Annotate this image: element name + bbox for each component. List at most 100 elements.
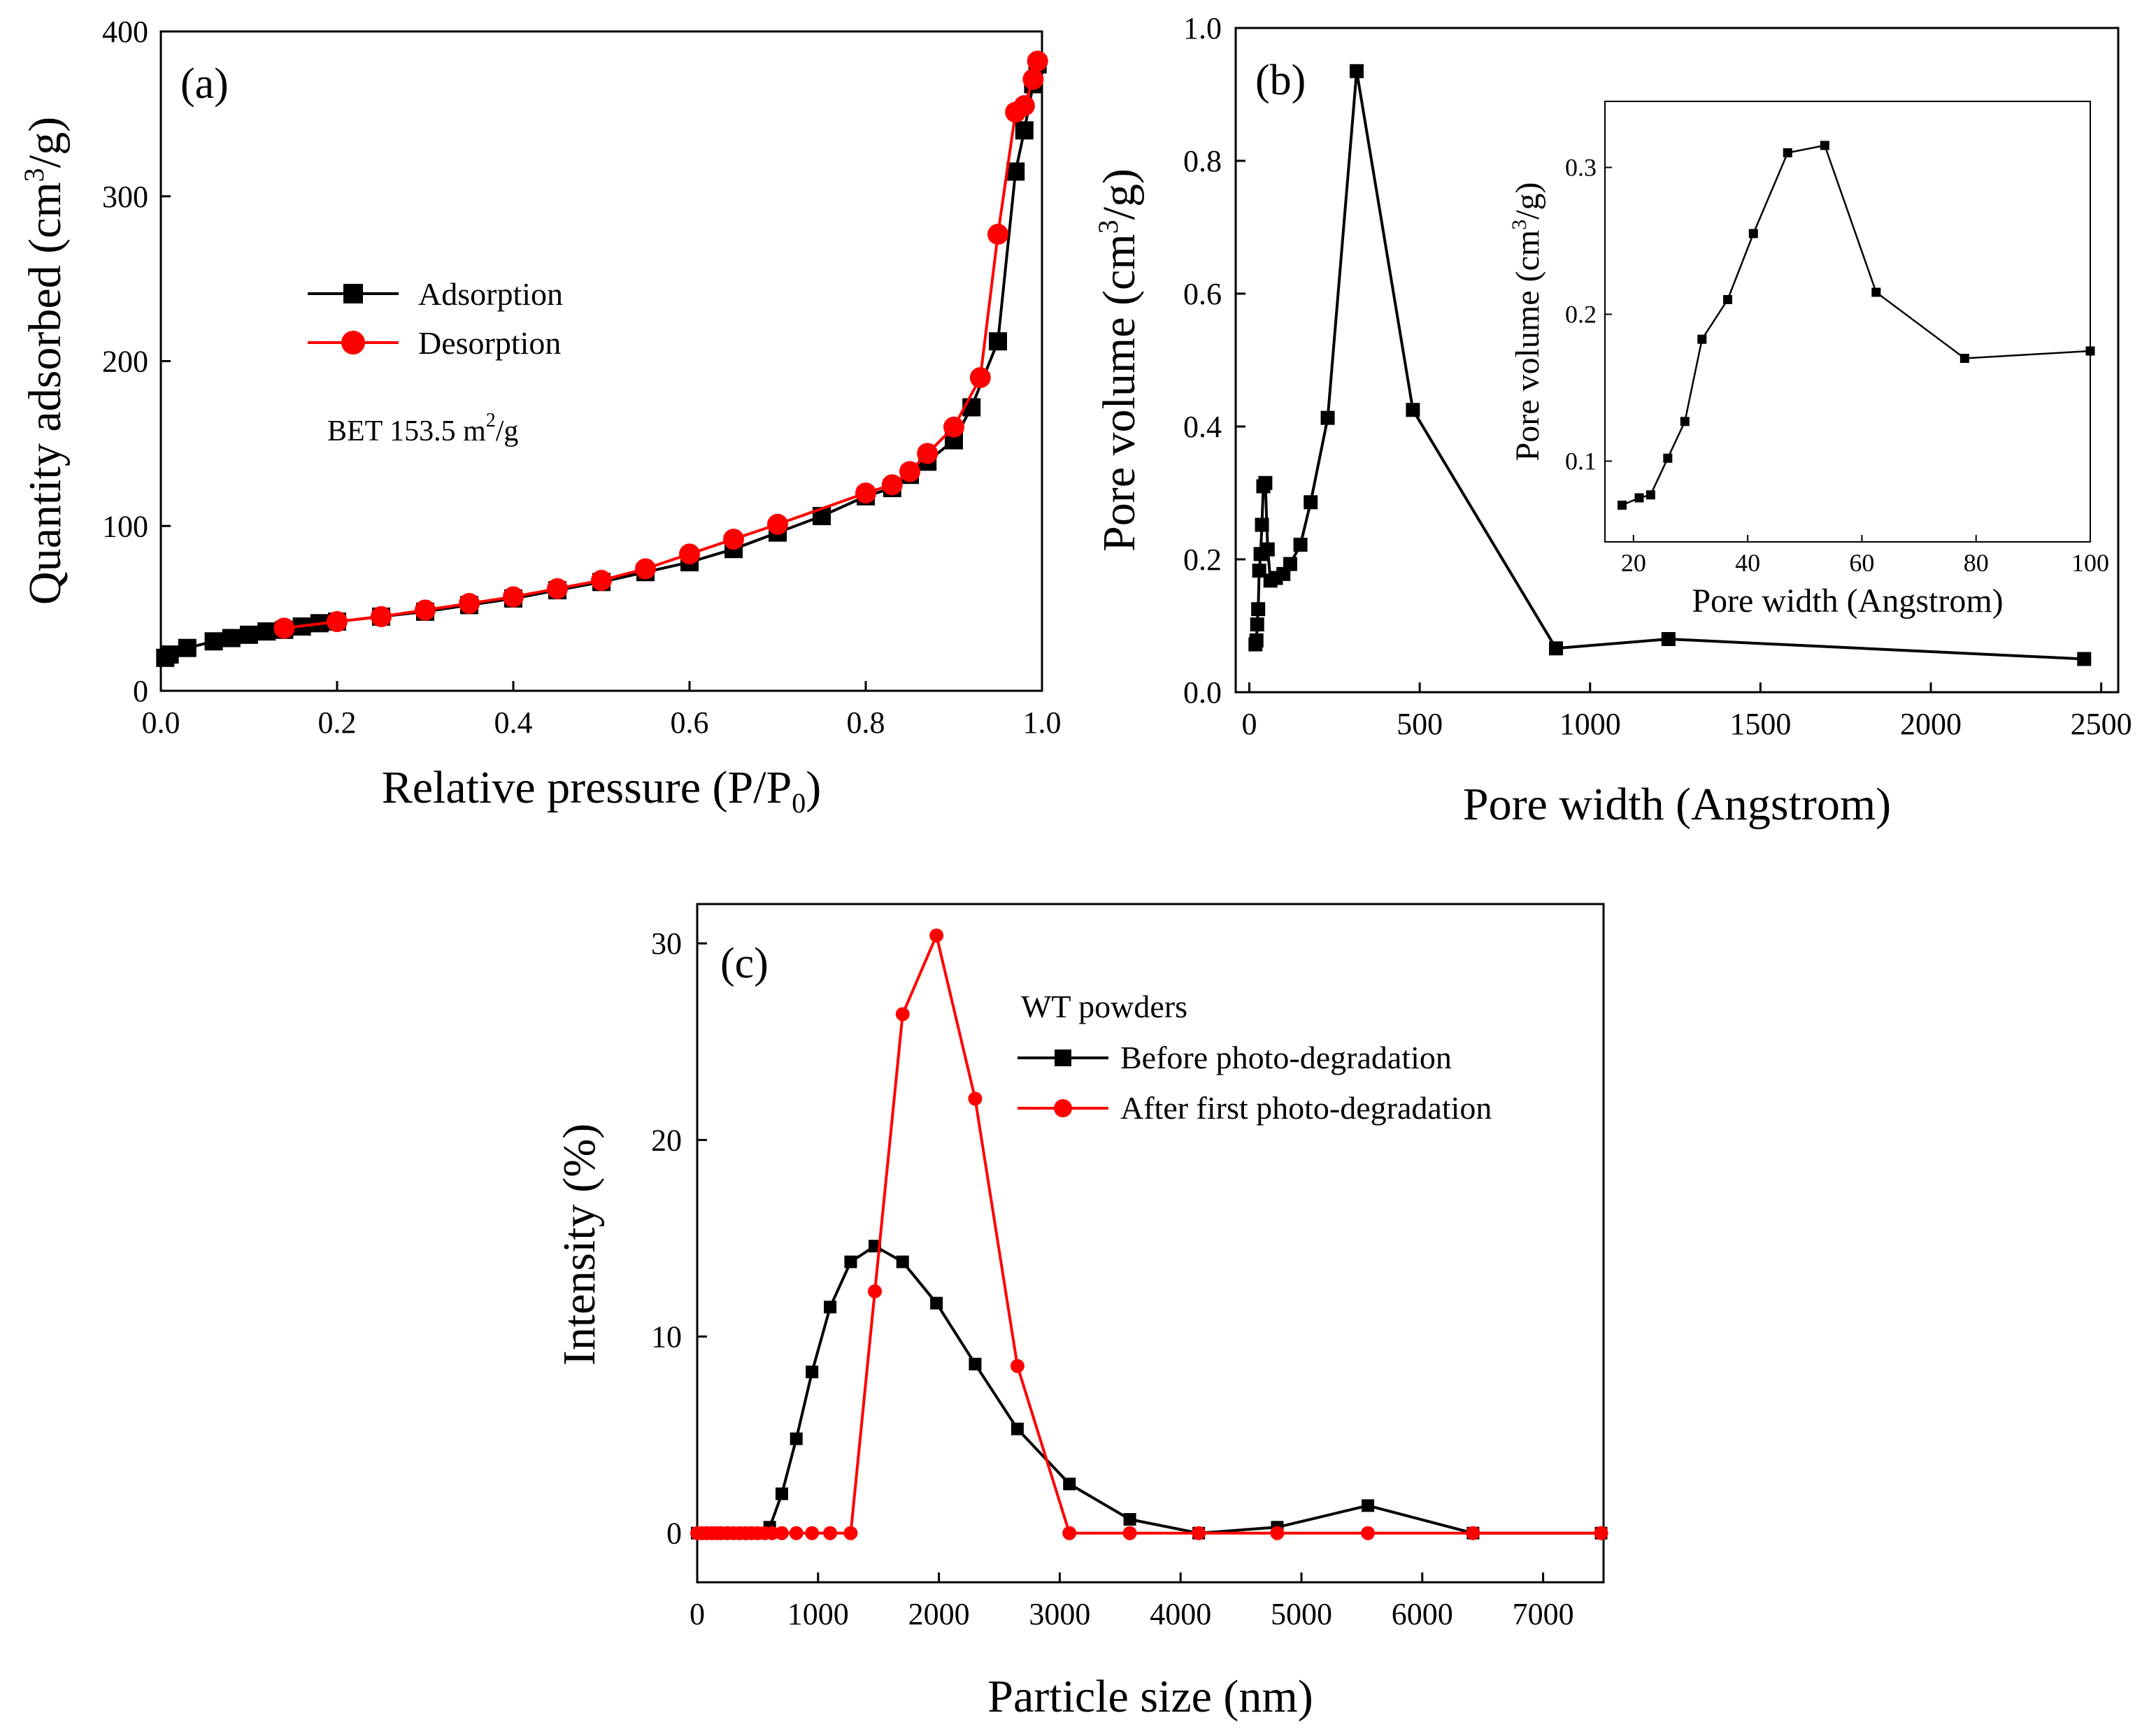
data-point bbox=[899, 461, 920, 482]
data-point bbox=[1361, 1526, 1376, 1540]
data-point bbox=[679, 543, 700, 565]
data-point bbox=[1362, 1499, 1375, 1512]
data-point bbox=[503, 586, 524, 608]
data-point bbox=[1645, 490, 1655, 500]
data-point bbox=[204, 632, 223, 651]
data-point bbox=[1320, 410, 1335, 425]
series-line bbox=[284, 60, 1039, 630]
data-point bbox=[1013, 95, 1035, 117]
data-point bbox=[635, 558, 656, 580]
y-tick-label: 300 bbox=[102, 180, 148, 214]
legend-adsorption-marker bbox=[343, 284, 363, 303]
data-point bbox=[895, 1007, 910, 1022]
panel-a-ylabel: Quantity adsorbed (cm3/g) bbox=[18, 117, 71, 605]
x-tick-label: 80 bbox=[1964, 549, 1989, 577]
data-point bbox=[929, 928, 944, 943]
inset-xlabel: Pore width (Angstrom) bbox=[1692, 582, 2003, 619]
legend-before-marker bbox=[1055, 1049, 1071, 1066]
x-tick-label: 0.8 bbox=[847, 705, 885, 740]
data-point bbox=[917, 443, 938, 464]
data-point bbox=[1006, 162, 1025, 181]
data-point bbox=[1871, 287, 1881, 297]
panel-a-ticks: 0.0 0.2 0.4 0.6 0.8 1.0 0 100 200 300 400 bbox=[102, 15, 1062, 740]
data-point bbox=[1959, 354, 1969, 363]
data-point bbox=[1270, 1526, 1285, 1540]
data-point bbox=[1022, 69, 1044, 90]
y-tick-label: 0.0 bbox=[1183, 675, 1222, 710]
data-point bbox=[1406, 403, 1420, 417]
data-point bbox=[591, 570, 612, 592]
data-point bbox=[257, 622, 276, 641]
x-tick-label: 500 bbox=[1397, 707, 1443, 741]
data-point bbox=[767, 513, 788, 535]
y-tick-label: 30 bbox=[651, 926, 682, 961]
x-tick-label: 0.6 bbox=[671, 705, 709, 740]
x-tick-label: 1000 bbox=[1559, 707, 1621, 741]
y-tick-label: 100 bbox=[102, 509, 148, 543]
data-point bbox=[968, 1091, 983, 1106]
data-point bbox=[459, 593, 480, 615]
data-point bbox=[1252, 564, 1266, 578]
inset-frame bbox=[1604, 101, 2091, 543]
data-point bbox=[805, 1526, 820, 1540]
data-point bbox=[1594, 1526, 1608, 1540]
panel-a-label: (a) bbox=[180, 60, 229, 108]
panel-c-ticks: 0 1000 2000 3000 4000 5000 6000 7000 0 10 20 30 bbox=[651, 926, 1574, 1631]
x-tick-label: 1500 bbox=[1729, 707, 1791, 741]
x-tick-label: 20 bbox=[1621, 549, 1646, 577]
data-point bbox=[1015, 121, 1034, 140]
data-point bbox=[881, 474, 903, 496]
data-point bbox=[160, 645, 179, 664]
data-point bbox=[547, 578, 568, 599]
y-tick-label: 0.1 bbox=[1565, 447, 1597, 475]
data-point bbox=[1258, 475, 1273, 490]
legend-after-marker bbox=[1054, 1099, 1072, 1117]
y-tick-label: 0.2 bbox=[1183, 543, 1222, 577]
legend-title: WT powders bbox=[1021, 989, 1187, 1024]
panel-c-frame bbox=[696, 903, 1605, 1584]
data-point bbox=[1617, 501, 1627, 510]
x-tick-label: 4000 bbox=[1150, 1597, 1211, 1631]
y-tick-label: 0.6 bbox=[1183, 277, 1222, 311]
data-point bbox=[855, 482, 876, 504]
panel-a-frame bbox=[159, 30, 1043, 692]
data-point bbox=[1661, 632, 1676, 646]
panel-c-legend: WT powders Before photo-degradation Afte… bbox=[1018, 989, 1492, 1126]
y-tick-label: 1.0 bbox=[1183, 11, 1222, 45]
series-line bbox=[697, 1244, 1601, 1535]
y-tick-label: 0.3 bbox=[1565, 154, 1597, 182]
data-point bbox=[1122, 1526, 1137, 1540]
data-point bbox=[1062, 1526, 1077, 1540]
x-tick-label: 0 bbox=[1241, 707, 1257, 741]
data-point bbox=[765, 1526, 780, 1540]
panel-b-label: (b) bbox=[1255, 57, 1306, 104]
data-point bbox=[1063, 1477, 1076, 1491]
inset-ticks: 20 40 60 80 100 0.1 0.2 0.3 bbox=[1565, 154, 2109, 578]
data-point bbox=[1663, 453, 1673, 463]
data-point bbox=[1783, 148, 1792, 157]
inset-ylabel: Pore volume (cm3/g) bbox=[1508, 182, 1546, 461]
panel-a-adsorption-isotherm: 0.0 0.2 0.4 0.6 0.8 1.0 0 100 200 300 400 (a) Rela… bbox=[18, 15, 1062, 819]
y-tick-label: 0 bbox=[133, 674, 148, 708]
data-point bbox=[1293, 538, 1308, 552]
x-tick-label: 40 bbox=[1735, 549, 1760, 577]
legend-after-label: After first photo-degradation bbox=[1120, 1090, 1492, 1126]
panel-b-ylabel: Pore volume (cm3/g) bbox=[1092, 169, 1145, 552]
data-point bbox=[1260, 542, 1275, 557]
data-point bbox=[1634, 493, 1644, 503]
panel-b-pore-distribution: 0 500 1000 1500 2000 2500 0.0 0.2 0.4 0.6 0.8 1.0 (… bbox=[1092, 11, 2132, 830]
data-point bbox=[823, 1526, 838, 1540]
x-tick-label: 0.4 bbox=[494, 705, 533, 740]
x-tick-label: 5000 bbox=[1271, 1597, 1332, 1631]
data-point bbox=[1251, 602, 1266, 617]
x-tick-label: 3000 bbox=[1029, 1597, 1090, 1631]
data-point bbox=[1549, 641, 1564, 656]
data-point bbox=[273, 617, 295, 639]
data-point bbox=[1027, 50, 1048, 72]
panel-b-frame bbox=[1234, 27, 2120, 694]
data-point bbox=[723, 529, 744, 550]
x-tick-label: 100 bbox=[2071, 549, 2109, 577]
data-point bbox=[969, 1357, 982, 1370]
data-point bbox=[1723, 295, 1733, 304]
x-tick-label: 60 bbox=[1849, 549, 1874, 577]
